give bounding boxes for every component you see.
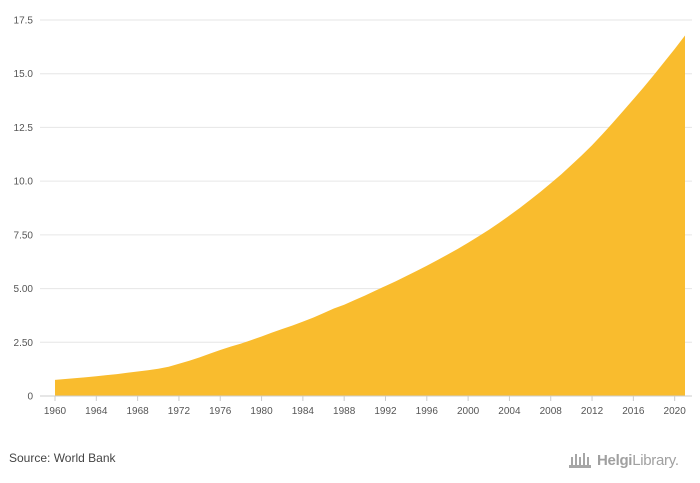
y-tick-label: 0 <box>27 392 33 403</box>
area-fill-series <box>55 35 685 396</box>
grid-lines <box>40 19 692 343</box>
y-axis-tick-labels: 0 2.50 5.00 7.50 10.0 12.5 15.0 17.5 <box>14 16 34 403</box>
x-tick-label: 2020 <box>664 406 687 417</box>
y-tick-label: 2.50 <box>14 338 34 349</box>
x-tick-label: 1988 <box>333 406 356 417</box>
x-tick-label: 1976 <box>209 406 232 417</box>
x-tick-label: 1968 <box>126 406 149 417</box>
area-series <box>55 35 685 396</box>
brand-name: HelgiLibrary. <box>597 452 679 469</box>
x-tick-label: 1984 <box>292 406 315 417</box>
x-axis-tick-labels: 1960 1964 1968 1972 1976 1980 1984 1988 1992 1996… <box>44 406 686 417</box>
x-tick-label: 1964 <box>85 406 108 417</box>
x-tick-label: 1980 <box>250 406 273 417</box>
x-tick-label: 2008 <box>540 406 563 417</box>
x-axis <box>40 395 692 401</box>
y-tick-label: 5.00 <box>14 284 34 295</box>
y-tick-label: 15.0 <box>14 69 34 80</box>
x-tick-label: 1996 <box>416 406 439 417</box>
y-tick-label: 7.50 <box>14 230 34 241</box>
y-tick-label: 17.5 <box>14 16 34 27</box>
source-note: Source: World Bank <box>9 451 116 465</box>
brand-bold: Helgi <box>597 451 633 469</box>
library-building-icon <box>569 453 591 468</box>
y-tick-label: 10.0 <box>14 177 34 188</box>
x-tick-label: 2000 <box>457 406 480 417</box>
x-tick-label: 2016 <box>622 406 645 417</box>
x-tick-label: 2012 <box>581 406 604 417</box>
helgi-library-logo[interactable]: HelgiLibrary. <box>568 449 692 471</box>
x-tick-label: 1960 <box>44 406 67 417</box>
x-tick-label: 2004 <box>498 406 521 417</box>
x-tick-label: 1972 <box>168 406 191 417</box>
x-tick-label: 1992 <box>374 406 397 417</box>
y-tick-label: 12.5 <box>14 123 34 134</box>
brand-light: Library. <box>632 451 679 469</box>
